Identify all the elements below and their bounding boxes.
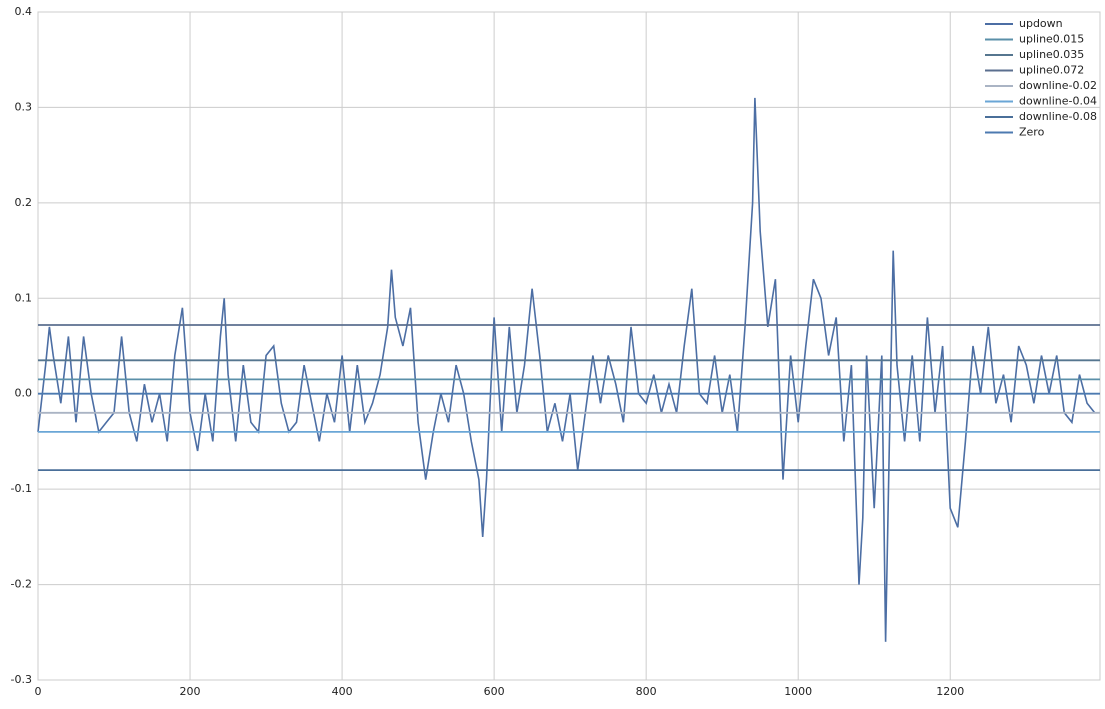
y-tick-label: -0.2 <box>11 578 32 591</box>
y-tick-label: -0.1 <box>11 482 32 495</box>
legend-label: downline-0.04 <box>1019 95 1097 108</box>
legend-label: upline0.015 <box>1019 33 1084 46</box>
legend-label: downline-0.02 <box>1019 79 1097 92</box>
y-tick-label: 0.4 <box>15 5 33 18</box>
x-tick-label: 1200 <box>936 685 964 698</box>
x-tick-label: 600 <box>484 685 505 698</box>
legend-label: downline-0.08 <box>1019 110 1097 123</box>
x-tick-label: 0 <box>35 685 42 698</box>
y-tick-label: 0.2 <box>15 196 33 209</box>
y-tick-label: 0.0 <box>15 387 33 400</box>
x-tick-label: 1000 <box>784 685 812 698</box>
legend-label: Zero <box>1019 126 1045 139</box>
y-tick-label: -0.3 <box>11 673 32 686</box>
y-tick-label: 0.1 <box>15 291 33 304</box>
x-tick-label: 800 <box>636 685 657 698</box>
series-line <box>37 97 1096 642</box>
legend-label: upline0.072 <box>1019 64 1084 77</box>
legend-label: updown <box>1019 17 1063 30</box>
plot-area <box>37 11 1101 681</box>
legend-label: upline0.035 <box>1019 48 1084 61</box>
x-tick-label: 200 <box>180 685 201 698</box>
x-tick-label: 400 <box>332 685 353 698</box>
y-tick-label: 0.3 <box>15 100 33 113</box>
